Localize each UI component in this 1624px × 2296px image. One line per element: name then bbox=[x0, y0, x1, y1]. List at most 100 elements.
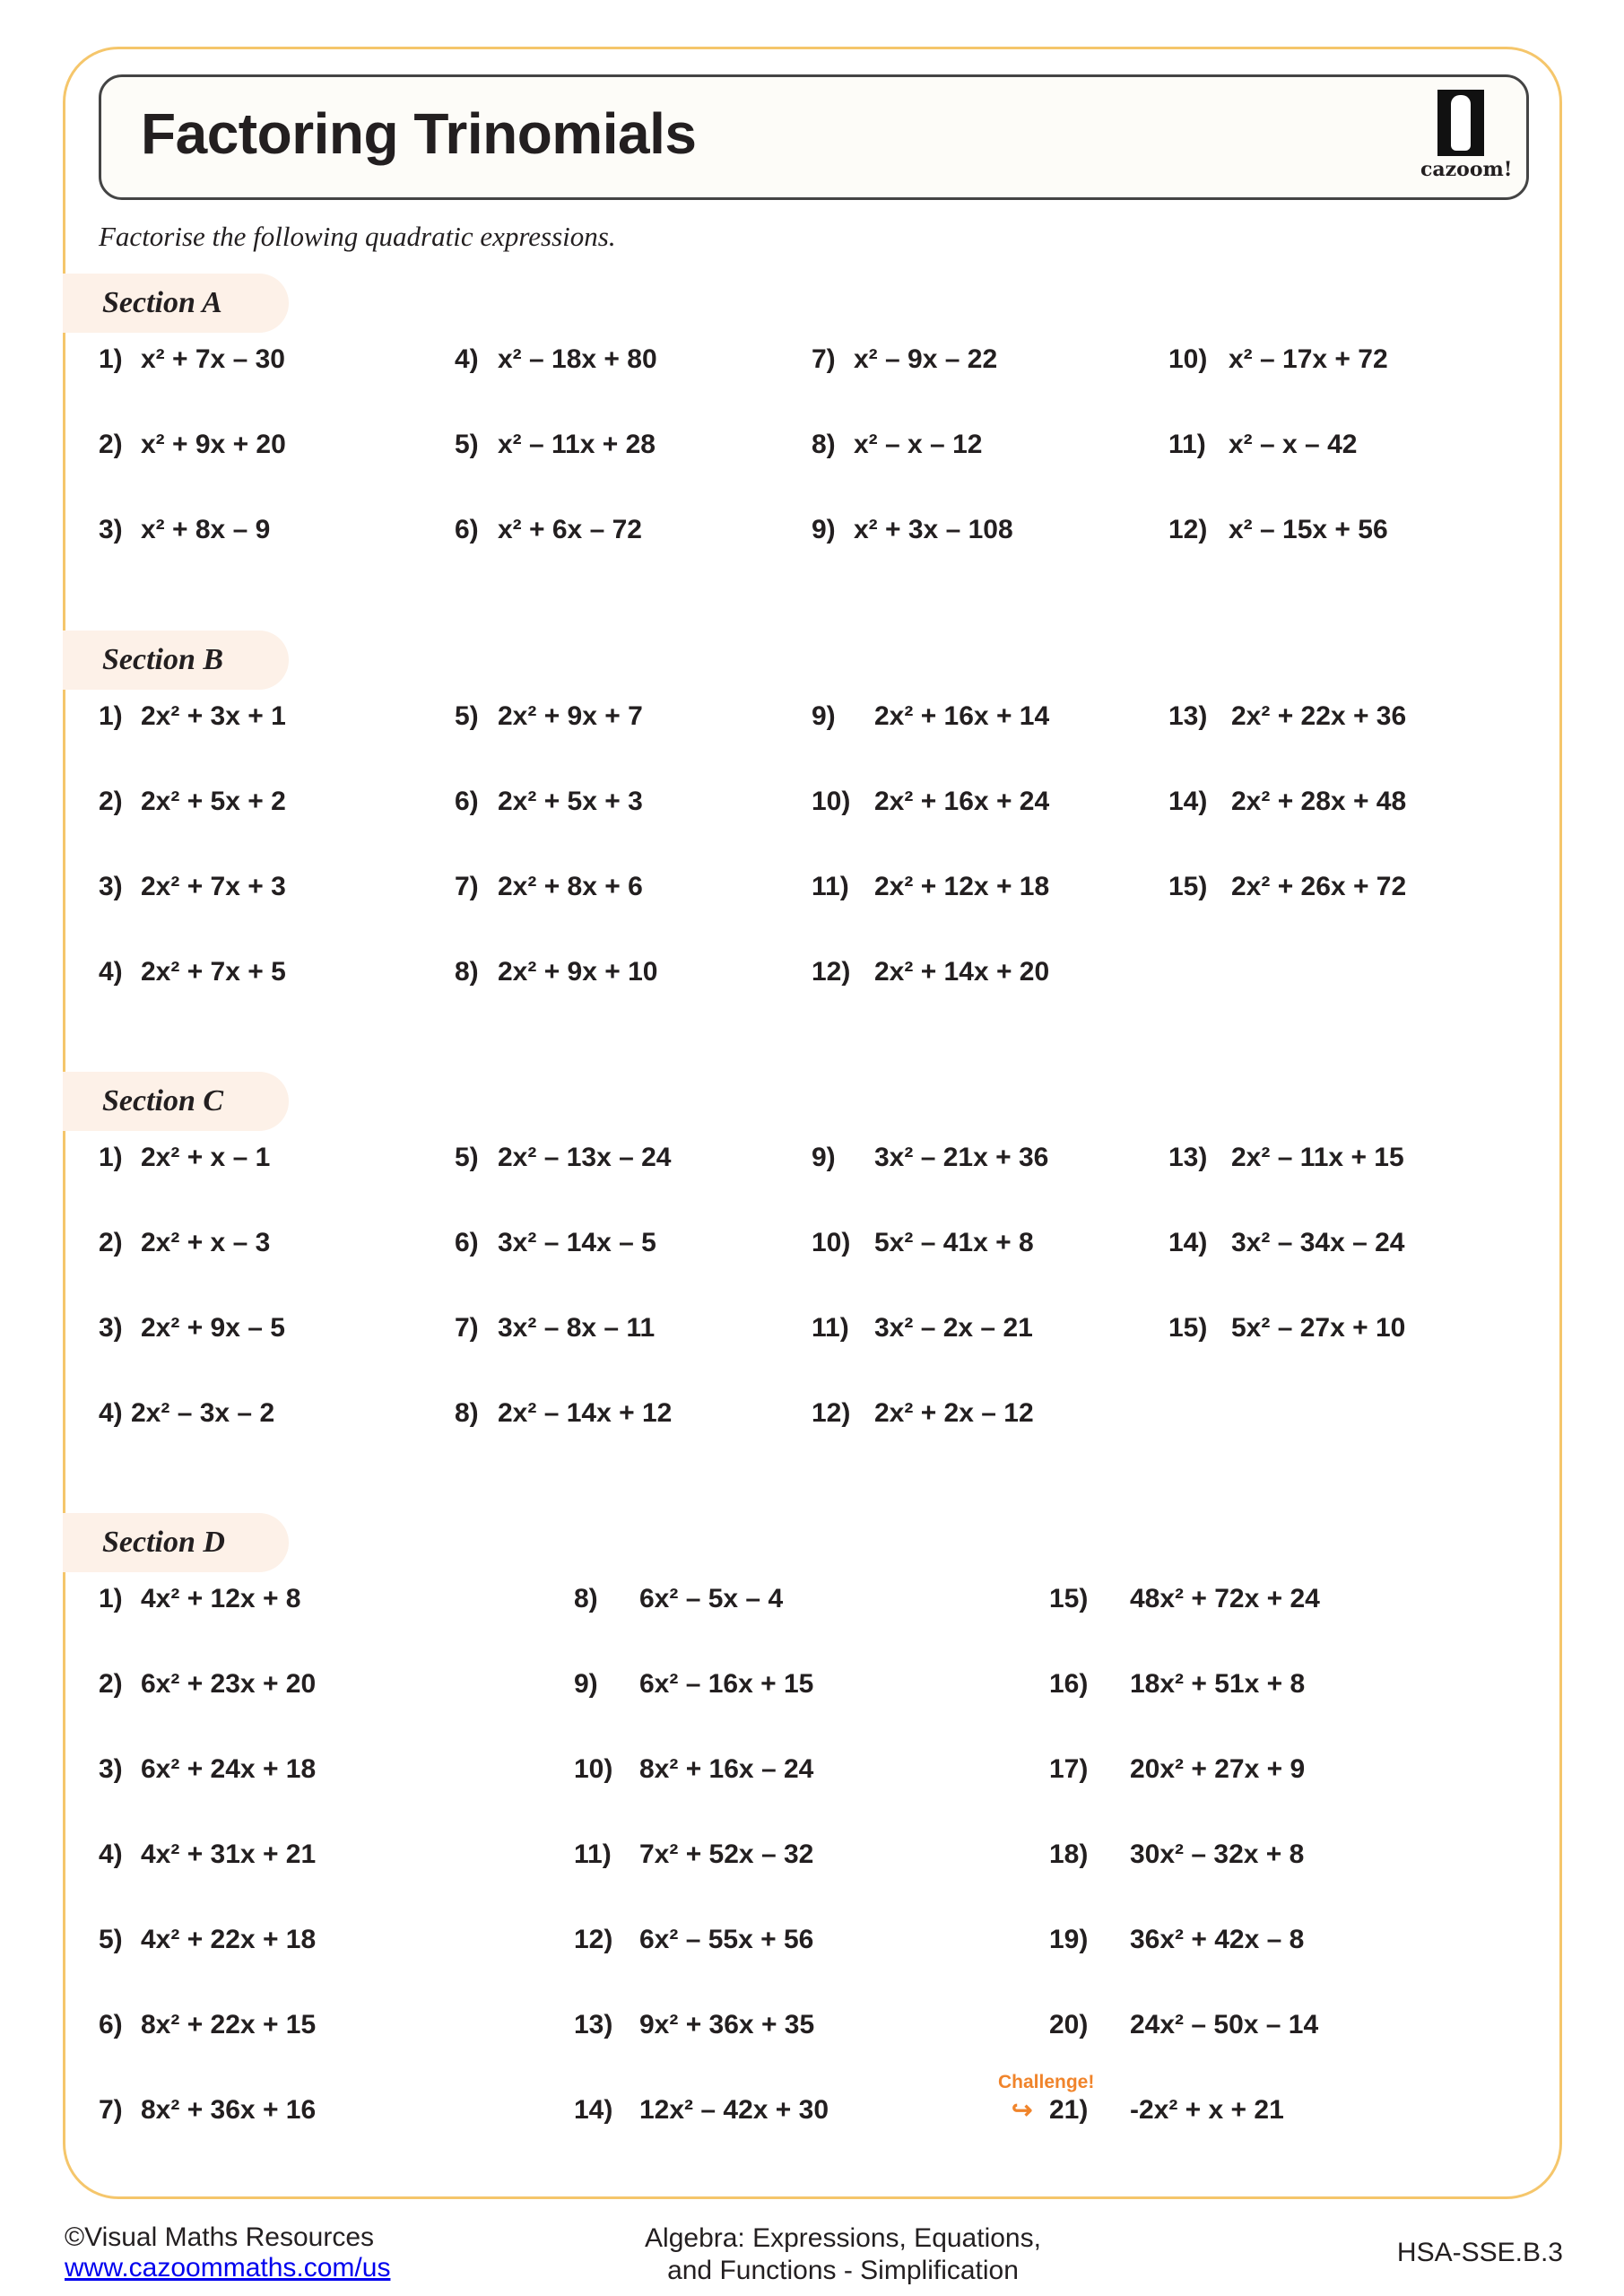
question-number: 2) bbox=[99, 1228, 123, 1257]
question-expression: 8x² + 22x + 15 bbox=[141, 2010, 317, 2039]
question-expression: 2x² + 26x + 72 bbox=[1231, 872, 1407, 901]
question-number: 10) bbox=[1168, 344, 1208, 374]
question-number: 8) bbox=[812, 430, 836, 459]
footer-topic-line1: Algebra: Expressions, Equations, bbox=[645, 2223, 1041, 2253]
question-expression: 2x² + 2x – 12 bbox=[874, 1398, 1034, 1428]
question-expression: 24x² – 50x – 14 bbox=[1130, 2010, 1319, 2039]
title-box: Factoring Trinomials cazoom! bbox=[99, 74, 1529, 200]
question-number: 11) bbox=[812, 872, 849, 901]
question-expression: 20x² + 27x + 9 bbox=[1130, 1754, 1306, 1784]
question-expression: x² – 11x + 28 bbox=[498, 430, 656, 459]
question-expression: 2x² + 8x + 6 bbox=[498, 872, 643, 901]
question-number: 4) bbox=[99, 957, 123, 987]
question-expression: 2x² – 14x + 12 bbox=[498, 1398, 673, 1428]
question-number: 12) bbox=[574, 1925, 613, 1954]
question-number: 3) bbox=[99, 872, 123, 901]
question-expression: 9x² + 36x + 35 bbox=[639, 2010, 815, 2039]
question-expression: x² – 18x + 80 bbox=[498, 344, 657, 374]
question-number: 12) bbox=[812, 1398, 851, 1428]
question-number: 15) bbox=[1049, 1584, 1089, 1613]
question-number: 5) bbox=[455, 430, 479, 459]
question-number: 8) bbox=[574, 1584, 598, 1613]
question-number: 12) bbox=[1168, 515, 1208, 544]
question-number: 6) bbox=[455, 1228, 479, 1257]
question-expression: -2x² + x + 21 bbox=[1130, 2095, 1284, 2125]
question-expression: x² – x – 42 bbox=[1229, 430, 1358, 459]
question-expression: x² – 15x + 56 bbox=[1229, 515, 1388, 544]
question-number: 9) bbox=[812, 515, 836, 544]
question-number: 14) bbox=[1168, 787, 1208, 816]
instruction: Factorise the following quadratic expres… bbox=[99, 221, 616, 252]
question-number: 4) bbox=[455, 344, 479, 374]
question-number: 1) bbox=[99, 344, 123, 374]
question-expression: 2x² – 11x + 15 bbox=[1231, 1143, 1404, 1172]
footer-link[interactable]: www.cazoommaths.com/us bbox=[65, 2253, 391, 2283]
question-number: 5) bbox=[455, 701, 479, 731]
question-expression: 2x² + 7x + 5 bbox=[141, 957, 286, 987]
question-expression: 3x² – 8x – 11 bbox=[498, 1313, 656, 1343]
question-number: 11) bbox=[812, 1313, 849, 1343]
footer-link-wrap: www.cazoommaths.com/us bbox=[65, 2253, 390, 2283]
question-number: 17) bbox=[1049, 1754, 1089, 1784]
question-expression: 2x² + x – 3 bbox=[141, 1228, 271, 1257]
question-number: 15) bbox=[1168, 872, 1208, 901]
footer-topic-line2: and Functions - Simplification bbox=[667, 2256, 1019, 2285]
cazoom-logo: cazoom! bbox=[1420, 90, 1513, 188]
question-number: 14) bbox=[574, 2095, 613, 2125]
question-number: 2) bbox=[99, 787, 123, 816]
question-expression: 2x² + 5x + 2 bbox=[141, 787, 286, 816]
question-expression: 5x² – 27x + 10 bbox=[1231, 1313, 1406, 1343]
question-expression: x² + 9x + 20 bbox=[141, 430, 286, 459]
question-expression: 30x² – 32x + 8 bbox=[1130, 1839, 1305, 1869]
footer-copyright: ©Visual Maths Resources bbox=[65, 2222, 375, 2252]
question-expression: 3x² – 2x – 21 bbox=[874, 1313, 1033, 1343]
question-expression: 48x² + 72x + 24 bbox=[1130, 1584, 1320, 1613]
question-expression: 8x² + 36x + 16 bbox=[141, 2095, 317, 2125]
question-number: 3) bbox=[99, 515, 123, 544]
question-expression: x² – x – 12 bbox=[854, 430, 983, 459]
question-number: 11) bbox=[574, 1839, 612, 1869]
question-expression: 2x² + 5x + 3 bbox=[498, 787, 643, 816]
question-number: 1) bbox=[99, 1143, 123, 1172]
footer-standard: HSA-SSE.B.3 bbox=[1396, 2238, 1563, 2267]
logo-text: cazoom! bbox=[1420, 158, 1513, 181]
question-expression: 2x² + 14x + 20 bbox=[874, 957, 1050, 987]
question-expression: 18x² + 51x + 8 bbox=[1130, 1669, 1306, 1699]
question-expression: 4x² + 31x + 21 bbox=[141, 1839, 317, 1869]
challenge-arrow-icon: ↪ bbox=[1012, 2096, 1033, 2124]
question-number: 10) bbox=[812, 787, 851, 816]
question-expression: 2x² + x – 1 bbox=[141, 1143, 271, 1172]
question-number: 6) bbox=[99, 2010, 123, 2039]
question-expression: 6x² – 5x – 4 bbox=[639, 1584, 784, 1613]
question-number: 9) bbox=[812, 1143, 836, 1172]
section-title: Section A bbox=[102, 286, 222, 319]
question-expression: x² + 8x – 9 bbox=[141, 515, 271, 544]
question-number: 10) bbox=[574, 1754, 613, 1784]
question-number: 8) bbox=[455, 1398, 479, 1428]
question-expression: 7x² + 52x – 32 bbox=[639, 1839, 814, 1869]
section-title: Section C bbox=[102, 1084, 224, 1118]
question-expression: 2x² – 3x – 2 bbox=[131, 1398, 275, 1428]
question-expression: 2x² – 13x – 24 bbox=[498, 1143, 672, 1172]
question-number: 4) bbox=[99, 1839, 123, 1869]
question-number: 7) bbox=[812, 344, 836, 374]
question-number: 6) bbox=[455, 787, 479, 816]
section-header: Section B bbox=[63, 631, 289, 690]
question-number: 4) bbox=[99, 1398, 123, 1428]
question-number: 13) bbox=[574, 2010, 613, 2039]
question-expression: 2x² + 9x + 7 bbox=[498, 701, 643, 731]
question-expression: 2x² + 9x – 5 bbox=[141, 1313, 285, 1343]
question-number: 7) bbox=[455, 872, 479, 901]
question-expression: 6x² – 55x + 56 bbox=[639, 1925, 814, 1954]
section-title: Section B bbox=[102, 643, 224, 676]
question-number: 2) bbox=[99, 430, 123, 459]
question-number: 12) bbox=[812, 957, 851, 987]
question-expression: 3x² – 21x + 36 bbox=[874, 1143, 1049, 1172]
question-number: 13) bbox=[1168, 701, 1208, 731]
challenge-label: Challenge! bbox=[998, 2072, 1095, 2092]
section-header: Section A bbox=[63, 274, 289, 333]
question-number: 14) bbox=[1168, 1228, 1208, 1257]
question-expression: 2x² + 28x + 48 bbox=[1231, 787, 1407, 816]
question-number: 18) bbox=[1049, 1839, 1089, 1869]
question-expression: 8x² + 16x – 24 bbox=[639, 1754, 814, 1784]
